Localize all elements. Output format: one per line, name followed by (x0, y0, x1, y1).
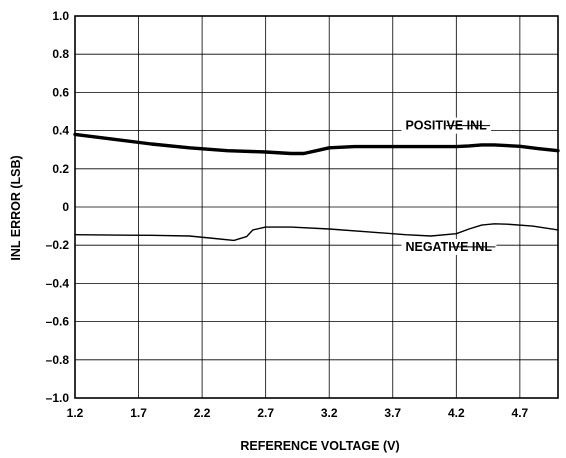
x-tick-label: 2.2 (194, 406, 211, 420)
y-tick-label: –0.8 (46, 353, 70, 367)
x-tick-label: 4.7 (512, 406, 529, 420)
grid (74, 15, 558, 399)
y-axis-title: INL ERROR (LSB) (9, 155, 23, 260)
y-tick-label: 0 (62, 200, 69, 214)
y-tick-label: 0.4 (52, 124, 69, 138)
x-tick-label: 3.2 (321, 406, 338, 420)
y-tick-label: –0.4 (46, 276, 70, 290)
series-layer (73, 132, 560, 242)
x-tick-labels: 1.2 1.7 2.2 2.7 3.2 3.7 4.2 4.7 (67, 406, 529, 420)
y-tick-label: –0.2 (46, 238, 70, 252)
y-tick-label: 0.6 (52, 85, 69, 99)
positive-inl-line (73, 132, 560, 156)
x-tick-label: 2.7 (257, 406, 274, 420)
x-tick-label: 4.2 (448, 406, 465, 420)
y-tick-labels: 1.0 0.8 0.6 0.4 0.2 0 –0.2 –0.4 –0.6 –0.8 –1.0 (46, 9, 70, 405)
y-tick-label: 0.8 (52, 47, 69, 61)
x-tick-label: 1.2 (67, 406, 84, 420)
y-tick-label: –1.0 (46, 391, 70, 405)
y-tick-label: 0.2 (52, 162, 69, 176)
y-tick-label: –0.6 (46, 315, 70, 329)
plot-frame (74, 15, 559, 399)
x-tick-label: 1.7 (130, 406, 147, 420)
x-tick-label: 3.7 (384, 406, 401, 420)
negative-inl-line (74, 223, 559, 242)
series-label: NEGATIVE INL (405, 240, 492, 254)
series-label-background (401, 238, 497, 255)
x-axis-title: REFERENCE VOLTAGE (V) (240, 439, 399, 453)
y-tick-label: 1.0 (52, 9, 69, 23)
